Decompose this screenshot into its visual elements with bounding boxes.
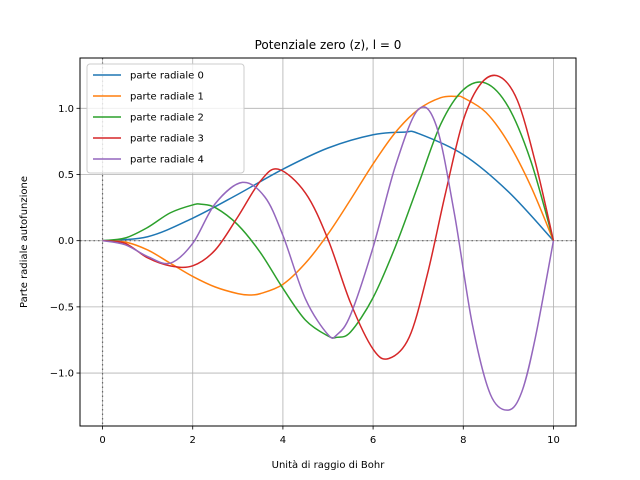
axis-ticks: 0 2 4 6 8 10 −1.0 −0.5 0.0 0.5 1.0	[50, 104, 560, 446]
plot-frame	[79, 57, 577, 427]
y-axis-label: Parte radiale autofunzione	[19, 176, 30, 308]
series-line-3	[102, 74, 555, 360]
x-axis-label: Unità di raggio di Bohr	[272, 459, 386, 471]
x-tick-label: 6	[370, 435, 376, 446]
series-line-4	[102, 106, 555, 411]
grid	[80, 58, 576, 426]
y-tick-label: −0.5	[50, 302, 74, 313]
series-lines	[102, 74, 555, 411]
x-tick-label: 2	[190, 435, 196, 446]
x-tick-label: 8	[460, 435, 466, 446]
legend-label-4: parte radiale 4	[130, 155, 204, 166]
series-line-1	[102, 95, 555, 296]
x-tick-label: 10	[547, 435, 560, 446]
legend-label-0: parte radiale 0	[130, 71, 204, 82]
series-line-0	[102, 130, 555, 242]
legend-label-2: parte radiale 2	[130, 113, 204, 124]
legend-label-3: parte radiale 3	[130, 134, 204, 145]
y-tick-label: 0.0	[58, 236, 74, 247]
y-tick-label: −1.0	[50, 369, 74, 380]
x-tick-label: 0	[99, 435, 105, 446]
legend-box	[86, 63, 245, 174]
y-tick-label: 1.0	[58, 104, 74, 115]
legend: parte radiale 0 parte radiale 1 parte radi…	[86, 63, 245, 174]
legend-label-1: parte radiale 1	[130, 92, 204, 103]
x-tick-label: 4	[280, 435, 286, 446]
chart-title: Potenziale zero (z), l = 0	[255, 38, 402, 52]
y-tick-label: 0.5	[58, 170, 74, 181]
